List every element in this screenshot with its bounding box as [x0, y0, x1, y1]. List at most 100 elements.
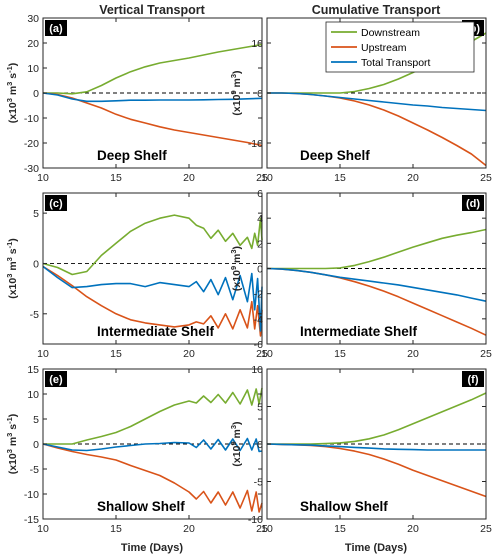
series-total-c — [42, 265, 263, 332]
ytick-label-e: 5 — [33, 414, 39, 426]
series-total-d — [266, 267, 487, 302]
series-upstream-e — [42, 443, 263, 513]
xtick-label-a: 20 — [183, 172, 195, 184]
xtick-label-f: 25 — [480, 523, 492, 535]
region-label-a: Deep Shelf — [97, 148, 167, 163]
ylabel-f: (x109 m3) — [229, 421, 244, 466]
ylabel-c: (x103 m3 s-1) — [5, 238, 20, 299]
series-total-e — [42, 437, 263, 453]
ytick-label-f: 5 — [257, 402, 263, 414]
xtick-label-d: 10 — [261, 348, 273, 360]
xtick-label-a: 25 — [256, 172, 268, 184]
xtick-label-e: 15 — [110, 523, 122, 535]
panel-tag-box-f — [462, 371, 484, 387]
series-downstream-e — [43, 387, 263, 445]
xtick-label-c: 20 — [183, 348, 195, 360]
panel-d: -6 -4 -2 0 2 4 6 10 15 20 25 (d) Intermediate Shelf (… — [229, 188, 492, 360]
xtick-label-e: 25 — [256, 523, 268, 535]
ytick-label-e: -10 — [24, 489, 39, 501]
region-label-d: Intermediate Shelf — [300, 324, 418, 339]
ylabel-b: (x109 m3) — [229, 70, 244, 115]
ytick-label-f: -5 — [254, 477, 263, 489]
series-total-b — [267, 92, 487, 112]
ytick-label-f: 10 — [251, 364, 263, 376]
xtick-label-f: 15 — [334, 523, 346, 535]
ytick-label-a: 0 — [33, 88, 39, 100]
panel-tag-box-a — [45, 20, 67, 36]
ytick-label-d: 2 — [257, 238, 263, 250]
panel-tag-box-c — [45, 195, 67, 211]
panel-tag-f: (f) — [468, 374, 479, 386]
xtick-label-b: 25 — [480, 172, 492, 184]
ytick-label-b: -10 — [248, 138, 263, 150]
legend-label-total: Total Transport — [361, 57, 431, 69]
xtick-label-d: 20 — [407, 348, 419, 360]
panel-tag-d: (d) — [466, 198, 480, 210]
xtick-label-b: 20 — [407, 172, 419, 184]
xtick-label-d: 25 — [480, 348, 492, 360]
ytick-label-d: -6 — [254, 339, 263, 351]
ytick-label-a: 20 — [27, 38, 39, 50]
panel-tag-box-e — [45, 371, 67, 387]
panel-tag-a: (a) — [49, 23, 63, 35]
panel-tag-e: (e) — [49, 374, 63, 386]
xlabel-right: Time (Days) — [345, 542, 407, 554]
ytick-label-f: 0 — [257, 439, 263, 451]
frame-c — [42, 192, 263, 345]
region-label-e: Shallow Shelf — [97, 499, 185, 514]
ytick-label-d: -4 — [254, 314, 263, 326]
col-title-cumulative: Cumulative Transport — [312, 3, 441, 17]
xtick-label-c: 10 — [37, 348, 49, 360]
region-label-f: Shallow Shelf — [300, 499, 388, 514]
ytick-label-e: 15 — [27, 364, 39, 376]
ytick-label-e: 0 — [33, 439, 39, 451]
region-label-b: Deep Shelf — [300, 148, 370, 163]
ytick-label-f: -10 — [248, 514, 263, 526]
xtick-label-a: 15 — [110, 172, 122, 184]
plot-area-c — [43, 193, 262, 344]
ytick-label-c: 0 — [33, 258, 39, 270]
series-downstream-d — [267, 228, 487, 270]
ytick-label-a: -10 — [24, 113, 39, 125]
ytick-label-d: 0 — [257, 264, 263, 276]
ytick-label-e: -5 — [30, 464, 39, 476]
ytick-label-e: -15 — [24, 514, 39, 526]
legend: Downstream Upstream Total Transport — [325, 21, 475, 73]
xtick-label-c: 15 — [110, 348, 122, 360]
ylabel-d: (x109 m3) — [229, 246, 244, 291]
xtick-label-b: 10 — [261, 172, 273, 184]
panel-e: -15 -10 -5 0 5 10 15 10 15 20 25 (e) Shallow Shelf (x… — [5, 364, 268, 535]
region-label-c: Intermediate Shelf — [97, 324, 215, 339]
ytick-label-b: 0 — [257, 88, 263, 100]
ytick-label-a: -30 — [24, 163, 39, 175]
ytick-label-a: 30 — [27, 13, 39, 25]
xtick-label-a: 10 — [37, 172, 49, 184]
ytick-label-c: -5 — [30, 309, 39, 321]
series-downstream-a — [43, 43, 263, 95]
ylabel-a: (x103 m3 s-1) — [5, 63, 20, 124]
panel-tag-box-d — [462, 195, 484, 211]
ytick-label-d: -2 — [254, 289, 263, 301]
series-total-f — [266, 443, 486, 451]
panel-a: -30 -20 -10 0 10 20 30 10 15 20 25 (a) Deep Shelf (x1… — [5, 13, 268, 184]
legend-label-downstream: Downstream — [361, 27, 420, 39]
ytick-label-e: 10 — [27, 389, 39, 401]
xtick-label-e: 20 — [183, 523, 195, 535]
ytick-label-d: 6 — [257, 188, 263, 200]
xtick-label-f: 10 — [261, 523, 273, 535]
series-total-a — [42, 92, 263, 103]
ytick-label-a: 10 — [27, 63, 39, 75]
xtick-label-f: 20 — [407, 523, 419, 535]
ytick-label-b: 10 — [251, 38, 263, 50]
panel-f: -10 -5 0 5 10 10 15 20 25 (f) Shallow Shelf (x109 m… — [229, 364, 492, 535]
series-downstream-f — [267, 392, 487, 445]
series-downstream-c — [42, 214, 263, 276]
xtick-label-e: 10 — [37, 523, 49, 535]
ytick-label-c: 5 — [33, 208, 39, 220]
xlabel-left: Time (Days) — [121, 542, 183, 554]
ylabel-e: (x103 m3 s-1) — [5, 414, 20, 475]
col-title-vertical: Vertical Transport — [99, 3, 205, 17]
